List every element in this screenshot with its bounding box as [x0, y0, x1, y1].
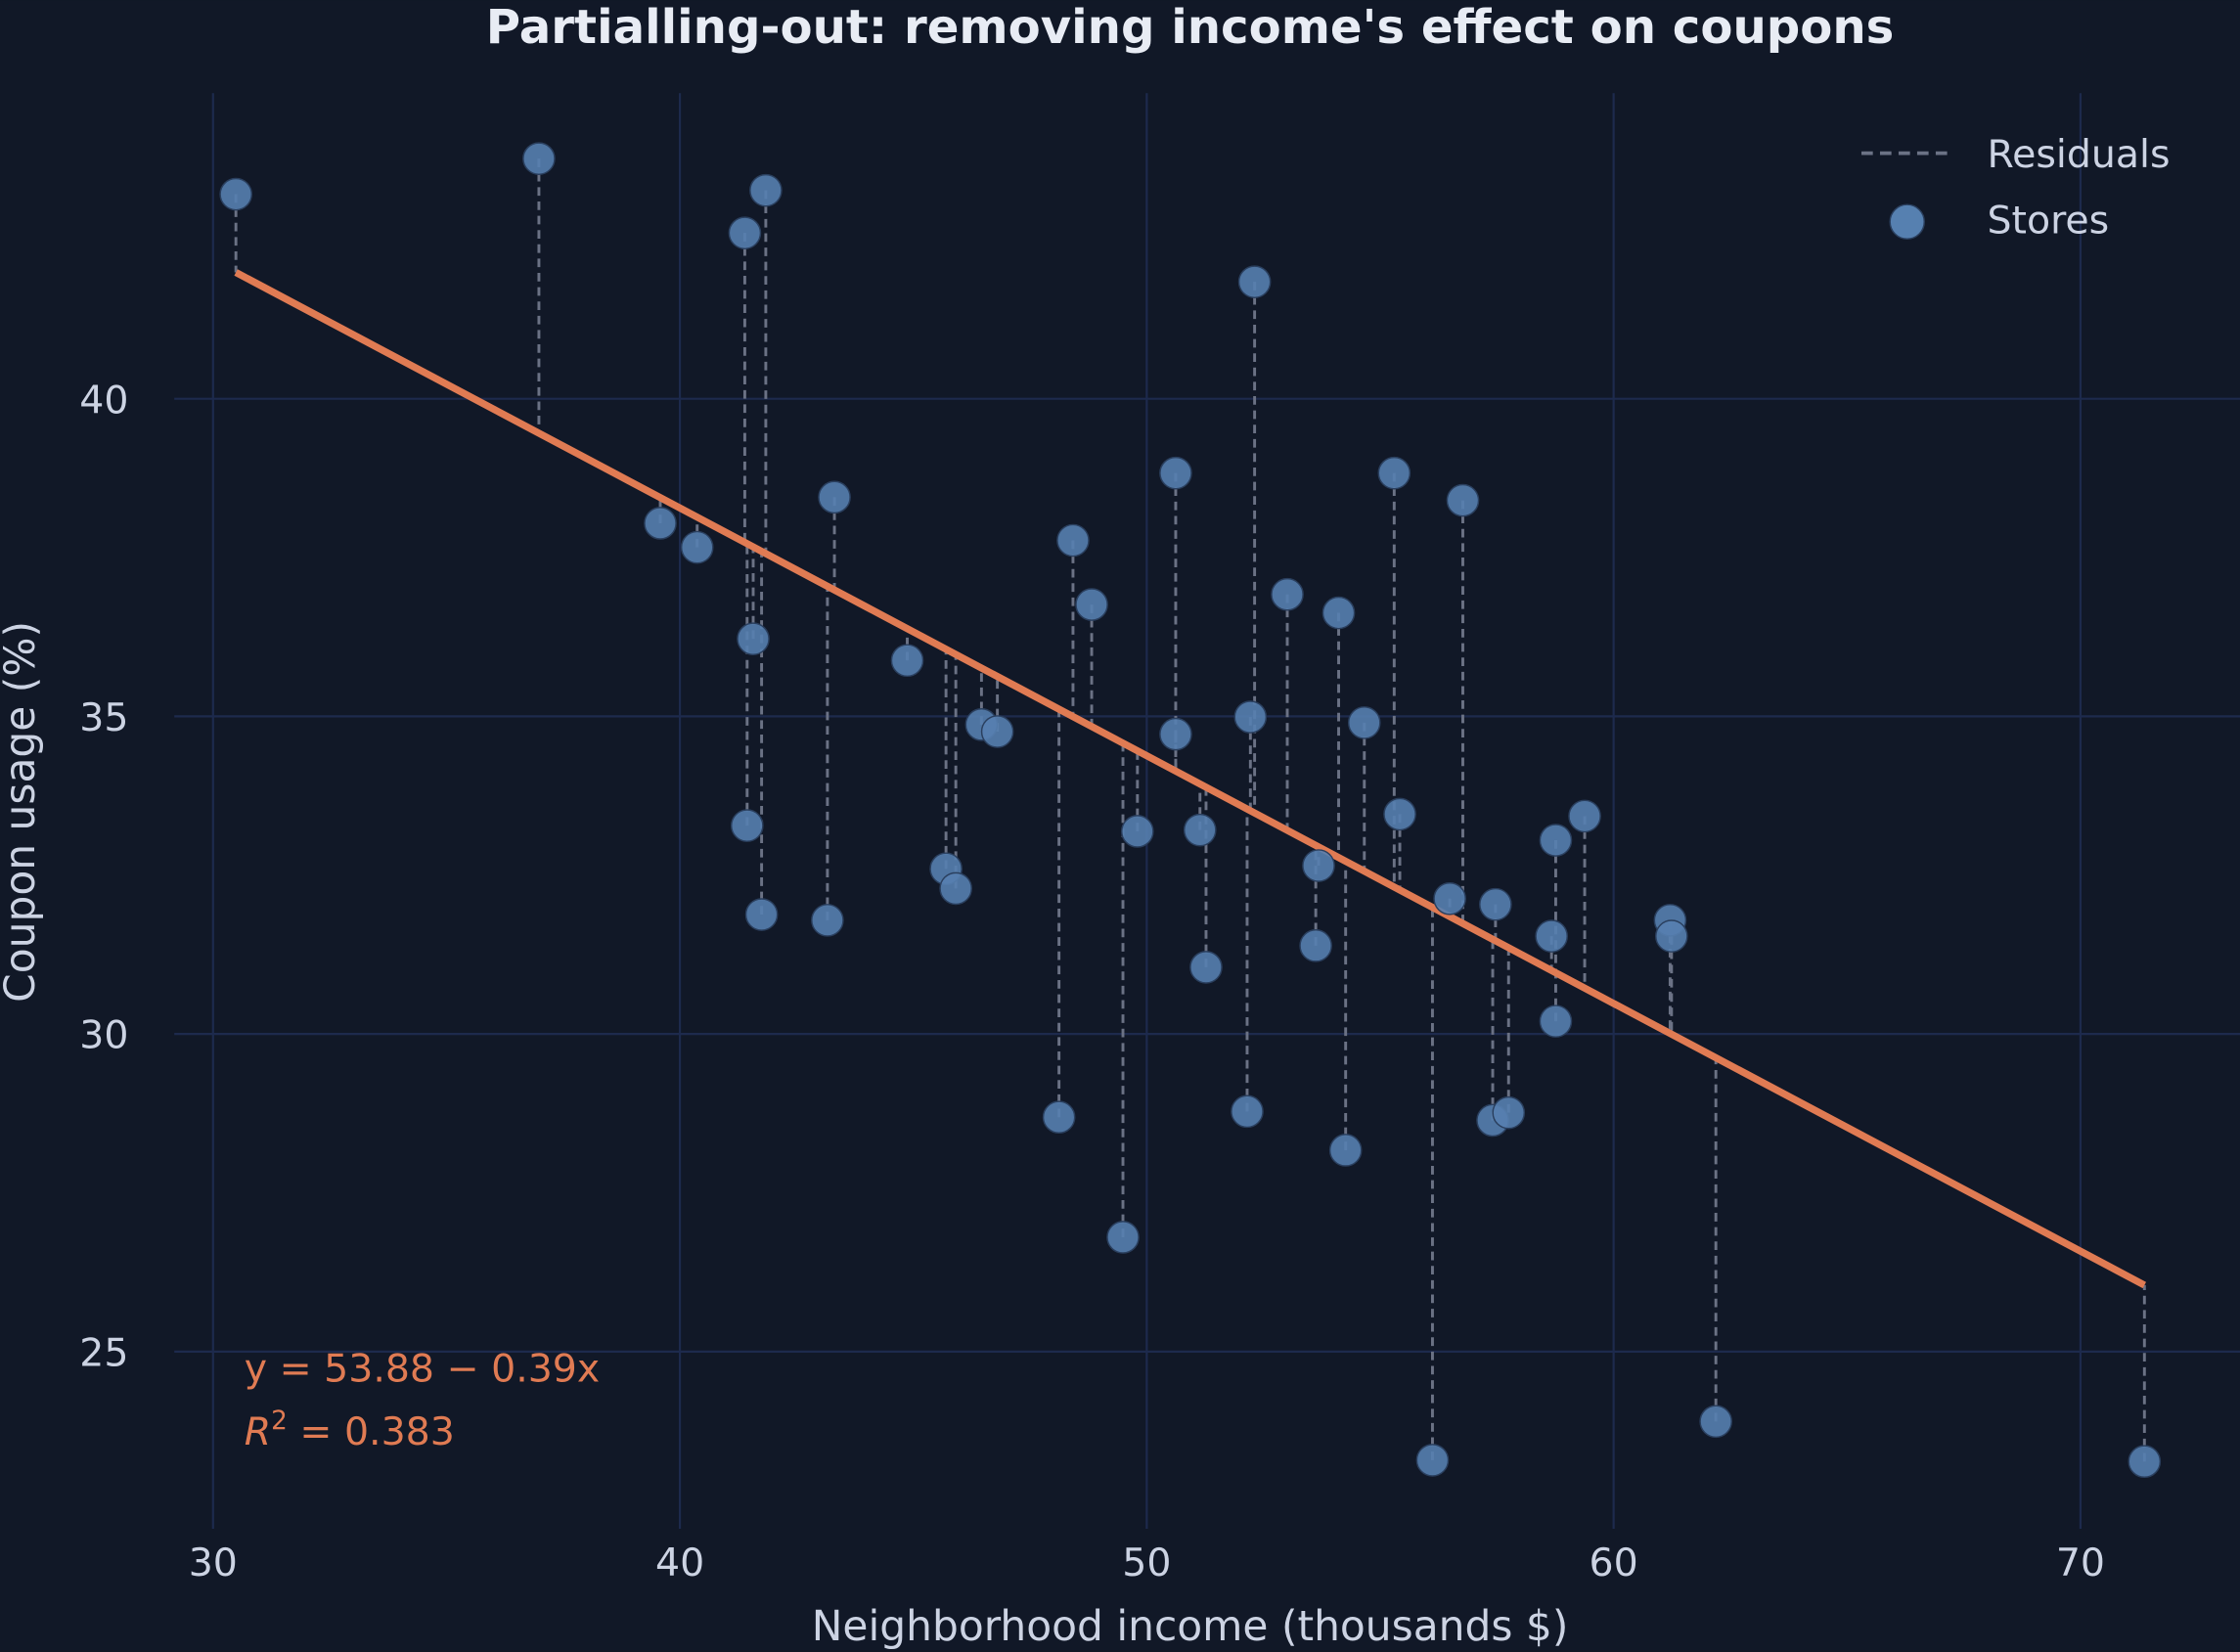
x-tick-label: 50	[1122, 1540, 1171, 1585]
x-tick-labels: 30 40 50 60 70	[189, 1540, 2105, 1585]
store-point	[1446, 483, 1480, 517]
x-tick-label: 60	[1590, 1540, 1638, 1585]
y-tick-label: 40	[79, 378, 128, 423]
legend-stores-label: Stores	[1987, 198, 2109, 243]
store-point	[1121, 815, 1154, 848]
store-point	[1271, 577, 1304, 611]
store-point	[1075, 588, 1108, 621]
store-point	[644, 507, 677, 540]
store-point	[2128, 1445, 2162, 1478]
legend-residuals-label: Residuals	[1987, 132, 2170, 177]
store-point	[980, 715, 1014, 748]
store-point	[1383, 797, 1416, 831]
store-point	[1415, 1444, 1450, 1477]
store-point	[1328, 1134, 1363, 1167]
store-point	[680, 530, 714, 564]
store-point	[1539, 1005, 1573, 1038]
y-tick-label: 35	[79, 695, 128, 740]
store-point	[731, 809, 764, 842]
store-point	[1347, 706, 1381, 739]
store-point	[744, 898, 779, 931]
store-point	[939, 871, 972, 906]
store-point	[1299, 929, 1332, 962]
store-point	[1535, 919, 1568, 953]
store-point	[890, 644, 924, 678]
legend-stores-marker	[1889, 203, 1925, 240]
store-point	[1568, 799, 1601, 833]
store-point	[1042, 1100, 1076, 1134]
x-axis-label: Neighborhood income (thousands $)	[812, 1602, 1569, 1650]
store-point	[1377, 456, 1411, 490]
store-point	[1056, 523, 1090, 558]
x-tick-label: 40	[655, 1540, 704, 1585]
store-point	[1433, 881, 1466, 915]
fit-line	[234, 269, 2147, 1289]
y-axis-label: Coupon usage (%)	[0, 621, 44, 1003]
store-point	[1655, 919, 1688, 953]
store-point	[728, 216, 762, 249]
store-point	[219, 177, 252, 211]
store-point	[737, 622, 770, 655]
points	[219, 142, 2162, 1478]
store-point	[1539, 824, 1573, 857]
x-tick-label: 30	[189, 1540, 238, 1585]
r-squared: R2 = 0.383	[245, 1406, 455, 1454]
store-point	[811, 904, 844, 937]
store-point	[1159, 717, 1192, 751]
legend: Residuals Stores	[1860, 132, 2171, 243]
store-point	[1322, 596, 1356, 630]
store-point	[1159, 456, 1192, 490]
store-point	[818, 480, 851, 514]
y-tick-labels: 25 30 35 40	[79, 378, 128, 1375]
store-point	[1183, 813, 1217, 847]
store-point	[1189, 951, 1223, 984]
store-point	[1231, 1094, 1264, 1129]
store-point	[1233, 700, 1268, 734]
y-tick-label: 30	[79, 1013, 128, 1058]
store-point	[1237, 265, 1272, 298]
store-point	[749, 173, 783, 207]
store-point	[1106, 1221, 1140, 1254]
store-point	[1479, 887, 1512, 921]
store-point	[1492, 1095, 1526, 1130]
store-point	[1699, 1405, 1732, 1439]
y-tick-label: 25	[79, 1330, 128, 1375]
chart-title: Partialling-out: removing income's effec…	[486, 0, 1895, 55]
store-point	[1302, 849, 1335, 882]
grid	[174, 93, 2240, 1530]
store-point	[522, 142, 556, 175]
fit-equation: y = 53.88 − 0.39x	[245, 1347, 600, 1392]
x-tick-label: 70	[2056, 1540, 2105, 1585]
